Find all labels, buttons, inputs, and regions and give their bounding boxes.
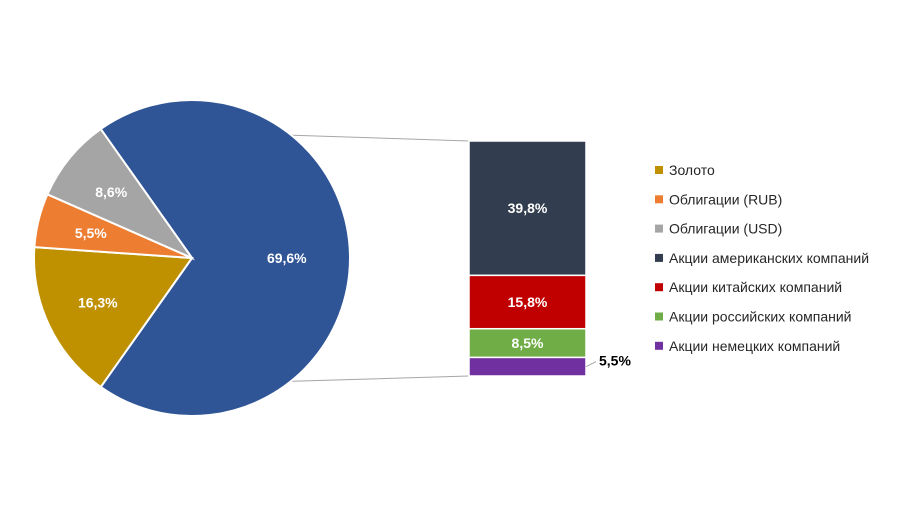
legend-item-label: Золото bbox=[669, 162, 715, 178]
legend-item-label: Акции китайских компаний bbox=[669, 279, 842, 295]
legend-item-label: Акции немецких компаний bbox=[669, 338, 840, 354]
pie-slice-item-акции-группа bbox=[99, 99, 351, 417]
legend-swatch bbox=[655, 224, 663, 233]
pie: 69,6% 16,3% 5,5% 8,6% bbox=[33, 99, 351, 417]
pie-label-item-облигации-usd: 8,6% bbox=[95, 184, 127, 200]
bar-label-item-акции-американских-компаний: 39,8% bbox=[508, 200, 548, 216]
legend-item-label: Облигации (USD) bbox=[669, 221, 782, 237]
bar-label-item-акции-немецких-компаний: 5,5% bbox=[599, 353, 631, 369]
pie-slice-item-золото bbox=[33, 246, 194, 389]
bar-label-item-акции-китайских-компаний: 15,8% bbox=[508, 294, 548, 310]
legend-item-label: Акции российских компаний bbox=[669, 309, 852, 325]
legend-item-label: Акции американских компаний bbox=[669, 250, 869, 266]
pie-label-item-золото: 16,3% bbox=[78, 295, 118, 311]
legend-swatch bbox=[655, 253, 663, 262]
pie-label-item-облигации-rub: 5,5% bbox=[75, 225, 107, 241]
legend-item-label: Облигации (RUB) bbox=[669, 191, 782, 207]
legend-swatch bbox=[655, 283, 663, 292]
legend-swatch bbox=[655, 341, 663, 350]
stacked-bar: 39,8% 15,8% 8,5% 5,5% bbox=[468, 140, 631, 377]
bar-segment-item-акции-немецких-компаний bbox=[468, 356, 587, 377]
pie-slice-item-облигации-usd bbox=[46, 127, 195, 261]
legend: Золото Облигации (RUB) Облигации (USD) Акци… bbox=[655, 162, 869, 354]
legend-swatch bbox=[655, 312, 663, 321]
pie-label-item-акции-группа: 69,6% bbox=[267, 250, 307, 266]
legend-swatch bbox=[655, 166, 663, 174]
bar-label-item-акции-российских-компаний: 8,5% bbox=[512, 335, 544, 351]
bar-segment-item-акции-американских-компаний bbox=[468, 140, 587, 277]
bar-label-leader bbox=[585, 361, 597, 368]
bar-segment-item-акции-китайских-компаний bbox=[468, 274, 587, 330]
legend-swatch bbox=[655, 195, 663, 204]
